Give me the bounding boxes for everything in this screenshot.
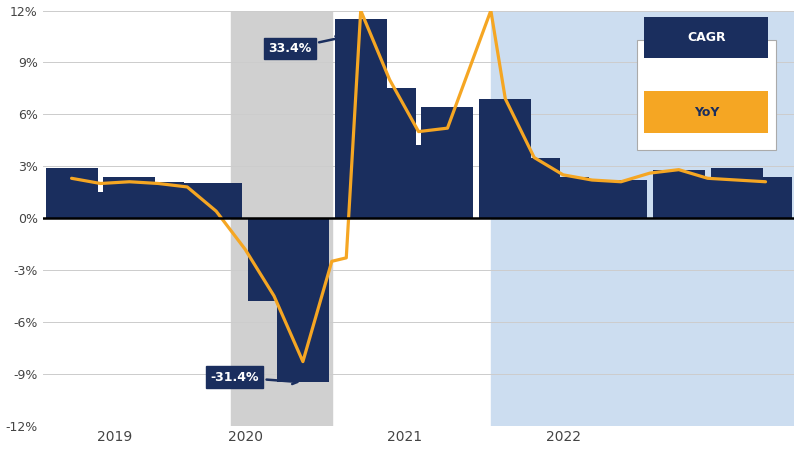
Bar (277, 218, 329, 382)
Text: CAGR: CAGR (687, 31, 726, 44)
Bar (479, 99, 531, 218)
Bar (190, 184, 242, 218)
Bar (46, 168, 98, 218)
Bar (364, 88, 416, 218)
Bar (710, 168, 762, 218)
Bar (682, 178, 734, 218)
Bar (491, 10, 794, 426)
Text: YoY: YoY (694, 106, 719, 119)
Bar (248, 218, 300, 301)
Bar (422, 108, 474, 218)
Bar (595, 180, 647, 218)
Bar (739, 176, 791, 218)
Text: -31.4%: -31.4% (210, 371, 298, 384)
Bar (162, 184, 214, 218)
FancyBboxPatch shape (644, 91, 768, 133)
FancyBboxPatch shape (637, 40, 776, 149)
Bar (566, 180, 618, 218)
Bar (537, 176, 589, 218)
Bar (653, 170, 705, 218)
Bar (74, 192, 126, 218)
Bar (103, 176, 155, 218)
Bar (508, 158, 560, 218)
FancyBboxPatch shape (644, 17, 768, 58)
Bar (132, 182, 184, 218)
Text: 33.4%: 33.4% (268, 36, 341, 55)
Bar (230, 10, 332, 426)
Bar (334, 19, 386, 218)
Bar (393, 145, 445, 218)
